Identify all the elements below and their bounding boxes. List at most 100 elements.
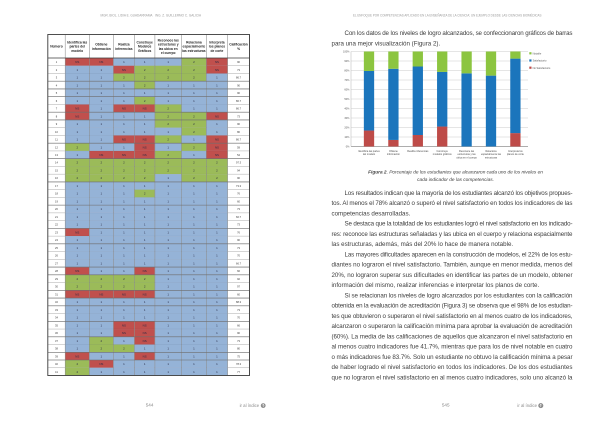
svg-text:1: 1 xyxy=(167,370,169,374)
svg-text:Si se relacionan los niveles d: Si se relacionan los niveles de logro al… xyxy=(345,292,574,299)
svg-text:2: 2 xyxy=(167,138,169,142)
svg-text:1: 1 xyxy=(216,184,218,188)
svg-text:2: 2 xyxy=(144,76,146,80)
svg-text:1: 1 xyxy=(123,114,125,118)
svg-text:2: 2 xyxy=(101,161,103,165)
svg-text:80: 80 xyxy=(237,347,240,351)
svg-text:1: 1 xyxy=(167,207,169,211)
svg-text:1: 1 xyxy=(193,261,195,265)
svg-text:97: 97 xyxy=(237,285,240,289)
svg-text:partes del: partes del xyxy=(69,45,85,49)
svg-text:1: 1 xyxy=(123,99,125,103)
svg-text:11: 11 xyxy=(55,138,58,142)
svg-text:1: 1 xyxy=(101,254,103,258)
svg-text:1: 1 xyxy=(167,331,169,335)
svg-text:1: 1 xyxy=(193,153,195,157)
svg-text:1: 1 xyxy=(101,68,103,72)
svg-text:97.3: 97.3 xyxy=(236,161,242,165)
svg-text:1: 1 xyxy=(216,323,218,327)
svg-text:1: 1 xyxy=(101,269,103,273)
svg-text:el cuerpo: el cuerpo xyxy=(161,51,176,55)
svg-text:2: 2 xyxy=(144,285,146,289)
svg-text:1: 1 xyxy=(193,107,195,111)
svg-text:NS: NS xyxy=(143,153,147,157)
svg-text:29: 29 xyxy=(55,277,58,281)
svg-text:0%: 0% xyxy=(346,146,350,149)
svg-text:1: 1 xyxy=(216,347,218,351)
svg-text:1: 1 xyxy=(101,308,103,312)
svg-text:de corte: de corte xyxy=(211,49,224,53)
svg-text:1: 1 xyxy=(56,60,58,64)
svg-text:1: 1 xyxy=(216,246,218,250)
svg-text:1: 1 xyxy=(144,114,146,118)
svg-text:2: 2 xyxy=(101,285,103,289)
svg-text:1: 1 xyxy=(167,246,169,250)
svg-text:1: 1 xyxy=(144,122,146,126)
svg-text:16: 16 xyxy=(55,176,58,180)
svg-text:Notable: Notable xyxy=(533,52,542,55)
svg-text:2: 2 xyxy=(144,68,146,72)
svg-text:1: 1 xyxy=(76,261,78,265)
svg-text:1: 1 xyxy=(101,370,103,374)
svg-text:1: 1 xyxy=(167,300,169,304)
svg-text:cada indicador de las competen: cada indicador de las competencias. xyxy=(417,177,494,183)
svg-text:1: 1 xyxy=(193,215,195,219)
svg-text:que no lograron el nivel satis: que no lograron el nivel satisfactorio e… xyxy=(332,374,574,381)
svg-text:86.7: 86.7 xyxy=(236,76,242,80)
svg-text:1: 1 xyxy=(101,199,103,203)
svg-text:NS: NS xyxy=(99,153,103,157)
svg-text:1: 1 xyxy=(193,285,195,289)
svg-text:1: 1 xyxy=(76,99,78,103)
svg-text:1: 1 xyxy=(76,138,78,142)
svg-text:28: 28 xyxy=(55,269,58,273)
svg-text:ir al índice: ir al índice xyxy=(240,403,260,408)
svg-text:90: 90 xyxy=(237,83,240,87)
svg-text:diantes no lograron el nivel s: diantes no lograron el nivel satisfactor… xyxy=(332,262,573,269)
svg-text:1: 1 xyxy=(167,339,169,343)
svg-text:EL ENFOQUE POR COMPETENCIAS AP: EL ENFOQUE POR COMPETENCIAS APLICADO EN … xyxy=(353,12,542,17)
svg-text:1: 1 xyxy=(76,122,78,126)
svg-text:1: 1 xyxy=(144,300,146,304)
svg-text:24: 24 xyxy=(55,238,58,242)
svg-text:1: 1 xyxy=(216,207,218,211)
svg-text:78.3: 78.3 xyxy=(236,362,242,366)
svg-text:1: 1 xyxy=(144,223,146,227)
svg-text:1: 1 xyxy=(76,339,78,343)
svg-text:NS: NS xyxy=(143,323,147,327)
svg-text:NS: NS xyxy=(75,230,79,234)
svg-text:31: 31 xyxy=(55,292,58,296)
svg-text:tos. Al menos el 78% alcanzó o: tos. Al menos el 78% alcanzó o superó el… xyxy=(332,200,573,207)
svg-text:Interpreta los: Interpreta los xyxy=(508,150,523,153)
svg-text:1: 1 xyxy=(144,362,146,366)
svg-text:1: 1 xyxy=(144,184,146,188)
svg-text:1: 1 xyxy=(216,354,218,358)
svg-text:Realiza inferencias: Realiza inferencias xyxy=(407,150,429,153)
svg-text:30: 30 xyxy=(55,285,58,289)
svg-text:86.7: 86.7 xyxy=(236,107,242,111)
svg-text:1: 1 xyxy=(123,223,125,227)
svg-text:1: 1 xyxy=(101,246,103,250)
svg-text:40%: 40% xyxy=(344,108,350,111)
svg-text:1: 1 xyxy=(167,145,169,149)
svg-text:NS: NS xyxy=(99,292,103,296)
svg-text:2: 2 xyxy=(76,161,78,165)
svg-text:2: 2 xyxy=(193,176,195,180)
svg-text:NS: NS xyxy=(122,331,126,335)
svg-text:Satisfactorio: Satisfactorio xyxy=(533,60,547,63)
svg-text:35: 35 xyxy=(55,323,58,327)
svg-text:1: 1 xyxy=(76,68,78,72)
svg-text:1: 1 xyxy=(101,316,103,320)
svg-text:1: 1 xyxy=(101,323,103,327)
svg-text:2: 2 xyxy=(167,76,169,80)
svg-text:2: 2 xyxy=(76,285,78,289)
svg-text:1: 1 xyxy=(144,199,146,203)
svg-text:1: 1 xyxy=(101,91,103,95)
svg-text:1: 1 xyxy=(167,130,169,134)
svg-text:1: 1 xyxy=(167,99,169,103)
svg-text:22: 22 xyxy=(55,223,58,227)
svg-text:1: 1 xyxy=(144,91,146,95)
svg-text:1: 1 xyxy=(193,230,195,234)
svg-text:1: 1 xyxy=(101,107,103,111)
svg-text:alcanzaron o superaron la cali: alcanzaron o superaron la calificación m… xyxy=(332,323,574,330)
svg-text:1: 1 xyxy=(167,192,169,196)
